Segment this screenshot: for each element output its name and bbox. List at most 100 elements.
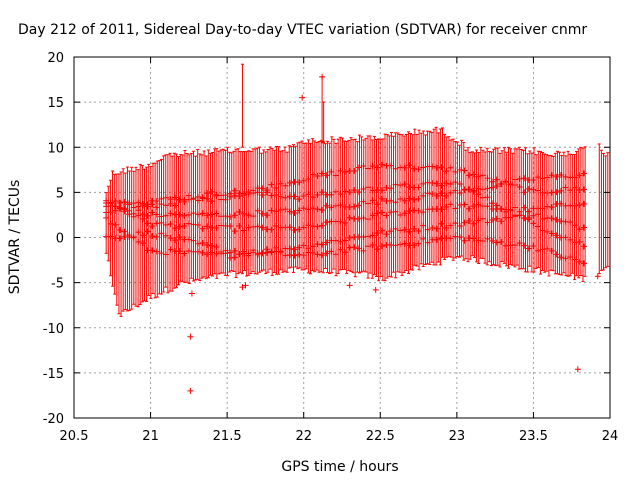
- data-point: [323, 219, 330, 226]
- data-point: [479, 215, 486, 222]
- data-point: [319, 170, 326, 177]
- data-point: [539, 175, 546, 182]
- data-point: [208, 198, 215, 205]
- data-point: [420, 222, 427, 229]
- data-point: [548, 204, 555, 211]
- data-point: [410, 242, 417, 249]
- data-point: [126, 232, 133, 239]
- x-tick-label: 22.5: [366, 429, 395, 444]
- data-point: [277, 207, 284, 214]
- data-point: [548, 189, 555, 196]
- data-point: [535, 187, 542, 194]
- data-point: [406, 228, 413, 235]
- data-point: [181, 196, 188, 203]
- data-point: [227, 223, 234, 230]
- data-point: [286, 251, 293, 258]
- data-point: [144, 212, 151, 219]
- data-point: [286, 179, 293, 186]
- data-point: [433, 164, 440, 171]
- data-point: [185, 236, 192, 243]
- data-point: [300, 252, 307, 259]
- data-point: [158, 195, 165, 202]
- data-point: [553, 251, 560, 258]
- data-point: [323, 250, 330, 257]
- data-point: [351, 244, 358, 251]
- data-point: [314, 191, 321, 198]
- data-point: [300, 205, 307, 212]
- data-point: [512, 242, 519, 249]
- data-point: [433, 192, 440, 199]
- data-point: [135, 207, 142, 214]
- data-point: [580, 170, 587, 177]
- data-point: [397, 211, 404, 218]
- data-point: [204, 190, 211, 197]
- data-point: [475, 185, 482, 192]
- data-point: [314, 251, 321, 258]
- data-point: [456, 189, 463, 196]
- data-point: [516, 175, 523, 182]
- data-point: [337, 218, 344, 225]
- data-point: [470, 203, 477, 210]
- data-point: [103, 197, 110, 204]
- data-point: [300, 224, 307, 231]
- data-point: [227, 249, 234, 256]
- data-point: [268, 207, 275, 214]
- data-point: [369, 197, 376, 204]
- data-point: [355, 189, 362, 196]
- data-point: [342, 237, 349, 244]
- data-point: [429, 179, 436, 186]
- data-point: [420, 164, 427, 171]
- data-point: [512, 213, 519, 220]
- data-point: [539, 215, 546, 222]
- data-point: [360, 185, 367, 192]
- data-point: [346, 189, 353, 196]
- data-point: [521, 242, 528, 249]
- data-point: [305, 191, 312, 198]
- data-point: [158, 201, 165, 208]
- data-point: [576, 226, 583, 233]
- data-point: [530, 242, 537, 249]
- data-point: [571, 256, 578, 263]
- data-point: [208, 249, 215, 256]
- data-point: [571, 184, 578, 191]
- data-point: [139, 211, 146, 218]
- y-tick-label: 10: [47, 141, 64, 156]
- data-point: [250, 190, 257, 197]
- data-point: [397, 227, 404, 234]
- data-point: [571, 202, 578, 209]
- data-point: [401, 210, 408, 217]
- data-point: [268, 226, 275, 233]
- data-point: [296, 207, 303, 214]
- data-point: [263, 189, 270, 196]
- data-point: [415, 166, 422, 173]
- data-point: [309, 171, 316, 178]
- data-point: [236, 209, 243, 216]
- data-point: [282, 182, 289, 189]
- data-point: [567, 236, 574, 243]
- data-point: [562, 234, 569, 241]
- outlier-point: [372, 286, 379, 293]
- data-point: [245, 191, 252, 198]
- data-point: [443, 224, 450, 231]
- data-point: [291, 252, 298, 259]
- y-tick-label: -10: [43, 322, 64, 337]
- data-point: [466, 218, 473, 225]
- data-point: [383, 184, 390, 191]
- data-point: [245, 250, 252, 257]
- data-point: [525, 245, 532, 252]
- outlier-point: [242, 282, 249, 289]
- data-point: [176, 248, 183, 255]
- data-point: [447, 180, 454, 187]
- data-point: [374, 210, 381, 217]
- data-point: [580, 186, 587, 193]
- data-point: [580, 200, 587, 207]
- data-point: [107, 220, 114, 227]
- data-point: [144, 201, 151, 208]
- data-point: [208, 188, 215, 195]
- data-point: [461, 201, 468, 208]
- data-point: [167, 220, 174, 227]
- data-point: [493, 183, 500, 190]
- y-tick-label: 5: [56, 186, 64, 201]
- data-point: [466, 172, 473, 179]
- data-point: [424, 239, 431, 246]
